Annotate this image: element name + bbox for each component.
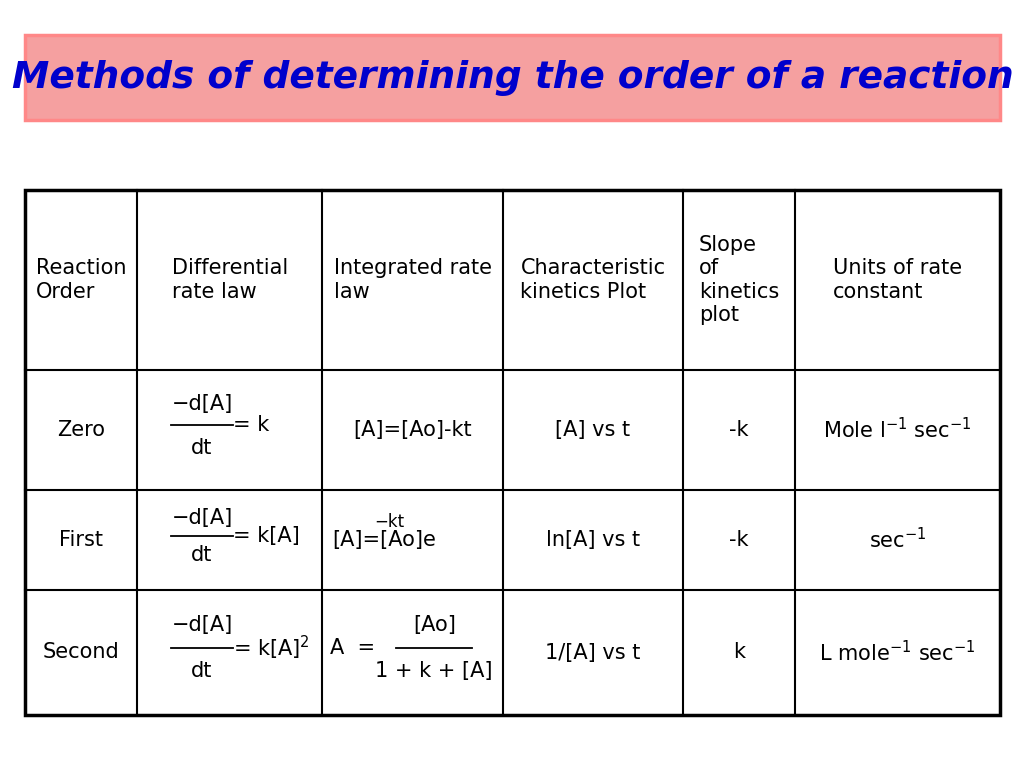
Text: Differential
rate law: Differential rate law: [172, 258, 288, 302]
Text: Methods of determining the order of a reaction: Methods of determining the order of a re…: [11, 59, 1014, 95]
Text: [A] vs t: [A] vs t: [555, 420, 631, 440]
Text: A  =: A =: [331, 637, 376, 657]
Text: Integrated rate
law: Integrated rate law: [334, 258, 492, 302]
Text: = k[A]$^2$: = k[A]$^2$: [233, 634, 310, 661]
FancyBboxPatch shape: [25, 35, 1000, 120]
Text: L mole$^{-1}$ sec$^{-1}$: L mole$^{-1}$ sec$^{-1}$: [819, 640, 976, 665]
Text: Zero: Zero: [57, 420, 105, 440]
Text: dt: dt: [191, 661, 213, 681]
Text: [Ao]: [Ao]: [413, 615, 456, 635]
Text: 1 + k + [A]: 1 + k + [A]: [376, 661, 493, 681]
Text: Second: Second: [43, 643, 120, 663]
Text: -k: -k: [729, 420, 749, 440]
Bar: [25, 190, 1000, 715]
Text: k: k: [733, 643, 745, 663]
Text: Reaction
Order: Reaction Order: [36, 258, 126, 302]
Text: dt: dt: [191, 545, 213, 565]
Text: sec$^{-1}$: sec$^{-1}$: [868, 528, 927, 553]
Text: dt: dt: [191, 438, 213, 458]
Text: Mole l$^{-1}$ sec$^{-1}$: Mole l$^{-1}$ sec$^{-1}$: [823, 417, 972, 442]
Text: −kt: −kt: [375, 513, 404, 531]
Text: Characteristic
kinetics Plot: Characteristic kinetics Plot: [520, 258, 666, 302]
Text: First: First: [59, 530, 103, 550]
Text: 1/[A] vs t: 1/[A] vs t: [545, 643, 641, 663]
Text: −d[A]: −d[A]: [171, 394, 232, 414]
Text: Units of rate
constant: Units of rate constant: [834, 258, 963, 302]
Text: -k: -k: [729, 530, 749, 550]
Text: −d[A]: −d[A]: [171, 615, 232, 635]
Text: [A]=[Ao]e: [A]=[Ao]e: [333, 530, 436, 550]
Text: Slope
of
kinetics
plot: Slope of kinetics plot: [699, 235, 779, 325]
Text: = k: = k: [233, 415, 269, 435]
Text: [A]=[Ao]-kt: [A]=[Ao]-kt: [353, 420, 472, 440]
Text: ln[A] vs t: ln[A] vs t: [546, 530, 640, 550]
Text: −d[A]: −d[A]: [171, 508, 232, 528]
Text: = k[A]: = k[A]: [233, 526, 300, 546]
